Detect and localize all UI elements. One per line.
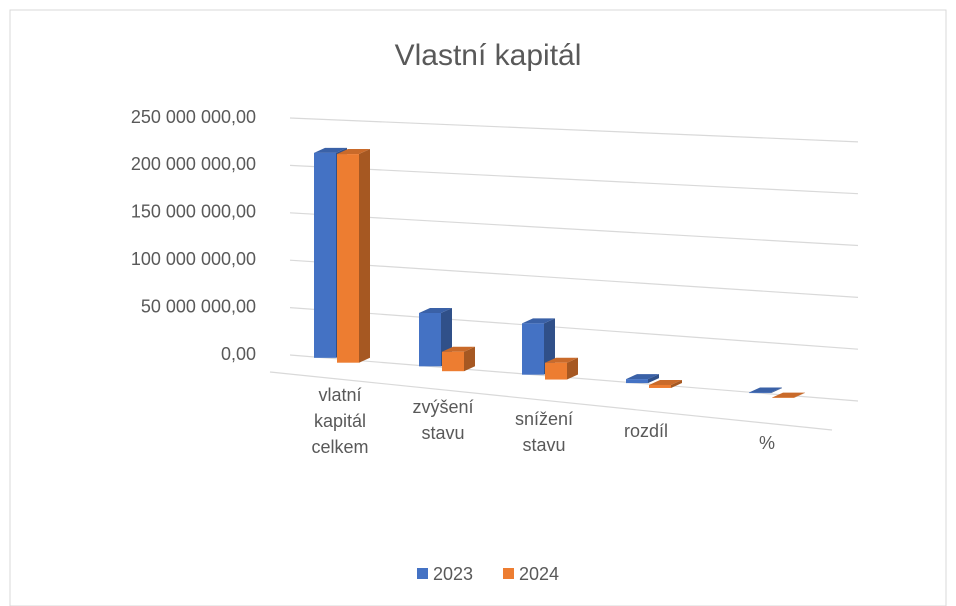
- bar-side: [359, 149, 370, 363]
- bar-side: [567, 357, 578, 380]
- legend-label: 2023: [433, 564, 473, 584]
- x-tick-label-box: snížení stavu: [514, 409, 574, 455]
- bar-side: [464, 346, 475, 372]
- grid-line: [289, 259, 859, 298]
- y-tick-label: 250 000 000,00: [131, 107, 256, 127]
- bar-top: [545, 357, 578, 363]
- bar: [419, 312, 441, 367]
- bar: [749, 392, 771, 394]
- grid-line: [289, 212, 859, 247]
- y-tick-label: 150 000 000,00: [131, 202, 256, 222]
- bar-side: [794, 392, 805, 398]
- grid-line: [289, 354, 859, 402]
- bar: [545, 362, 567, 380]
- x-tick-label-box: zvýšení stavu: [412, 397, 474, 443]
- floor-edge: [269, 371, 833, 431]
- bar: [626, 379, 648, 384]
- chart-frame: [9, 9, 947, 606]
- bar: [522, 323, 544, 375]
- chart-title: Vlastní kapitál: [395, 39, 582, 72]
- legend-swatch: [503, 568, 514, 579]
- bar-top: [314, 147, 347, 153]
- grid-line: [289, 164, 859, 195]
- bar-top: [749, 387, 782, 393]
- grid-line: [289, 117, 859, 143]
- y-tick-label: 200 000 000,00: [131, 154, 256, 174]
- x-tick-label: snížení stavu: [514, 409, 574, 455]
- bar-top: [626, 374, 659, 380]
- y-tick-label: 0,00: [221, 344, 256, 364]
- legend-swatch: [417, 568, 428, 579]
- bar-top: [522, 318, 555, 324]
- bar-top: [649, 379, 682, 385]
- bar-top: [442, 346, 475, 352]
- x-tick-label-box: %: [758, 433, 775, 453]
- y-tick-label: 50 000 000,00: [141, 296, 256, 316]
- bar-top: [419, 307, 452, 313]
- bar: [337, 154, 359, 363]
- x-tick-label-box: rozdíl: [623, 421, 668, 441]
- grid-line: [289, 307, 859, 350]
- bar-top: [337, 149, 370, 155]
- legend-label: 2024: [519, 564, 559, 584]
- bar: [314, 152, 336, 358]
- bar-side: [671, 379, 682, 388]
- bar-top: [772, 392, 805, 398]
- bar-side: [771, 387, 782, 394]
- y-tick-label: 100 000 000,00: [131, 249, 256, 269]
- x-tick-label: rozdíl: [623, 421, 668, 441]
- x-tick-label: %: [758, 433, 775, 453]
- bar: [442, 351, 464, 372]
- x-tick-label-box: vlatní kapitál celkem: [311, 385, 369, 457]
- bar: [649, 384, 671, 388]
- x-tick-label: vlatní kapitál celkem: [311, 385, 369, 457]
- bar-side: [648, 374, 659, 384]
- x-tick-label: zvýšení stavu: [412, 397, 474, 443]
